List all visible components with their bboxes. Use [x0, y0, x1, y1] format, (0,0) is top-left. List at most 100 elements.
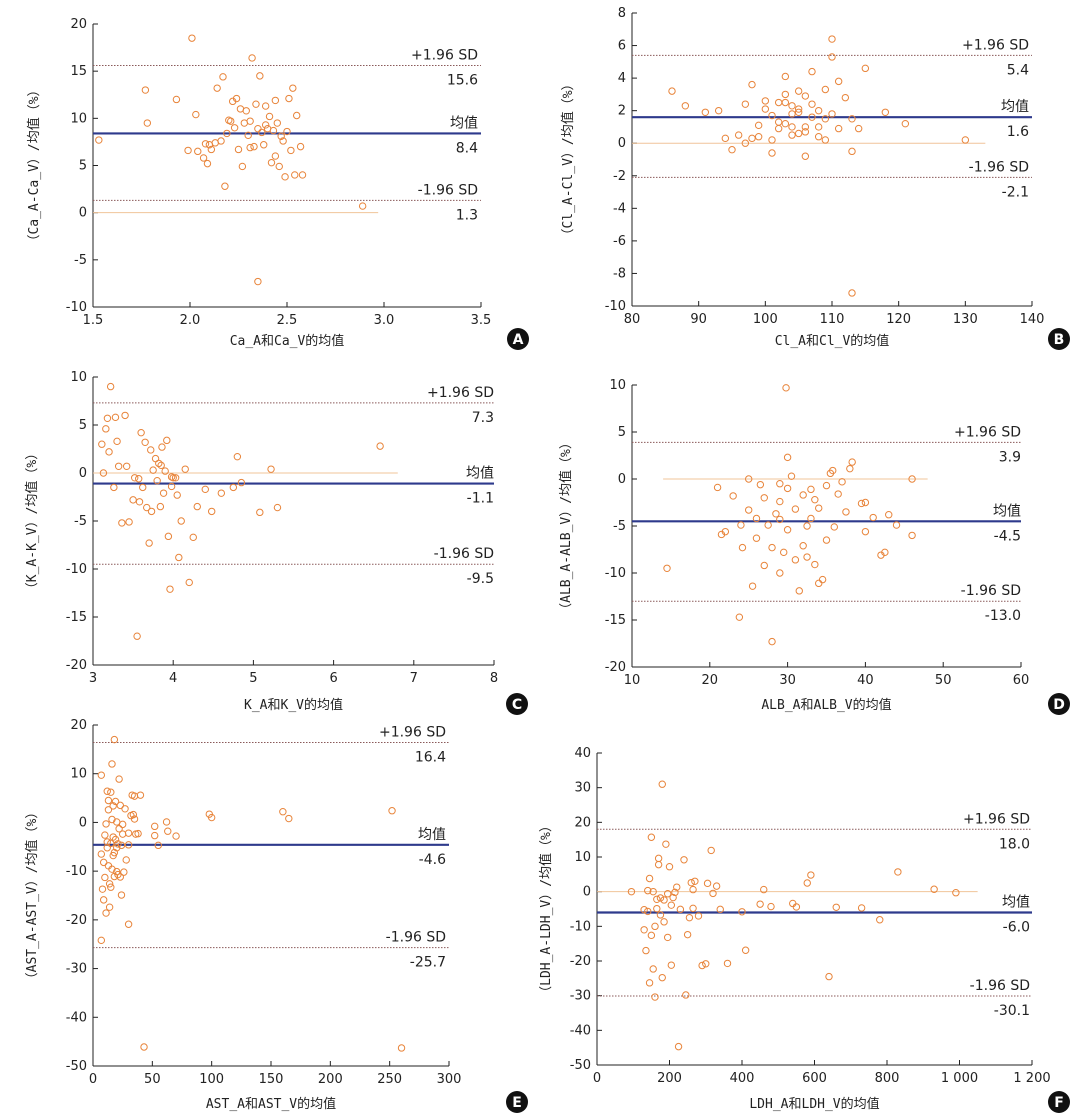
data-point [822, 536, 831, 544]
x-tick-label: 60 [1013, 673, 1030, 688]
data-point [232, 94, 241, 103]
data-point [803, 522, 811, 530]
data-point [821, 85, 830, 94]
data-point [213, 84, 221, 92]
data-point [110, 735, 119, 744]
data-point [687, 878, 695, 887]
lower-value-label: 1.3 [456, 207, 478, 223]
data-point [106, 382, 115, 391]
upper-line-label: +1.96 SD [954, 424, 1021, 440]
data-point [783, 526, 792, 534]
data-point [698, 961, 706, 970]
data-point [145, 539, 153, 547]
data-point [164, 827, 172, 835]
data-point [892, 521, 901, 529]
data-point [203, 159, 212, 168]
upper-line-label: +1.96 SD [963, 811, 1030, 827]
y-tick-label: 4 [618, 71, 626, 86]
data-point [167, 482, 176, 491]
data-point [789, 899, 797, 908]
data-point [654, 860, 663, 869]
x-tick-label: 130 [953, 312, 978, 327]
data-point [227, 117, 235, 125]
data-point [748, 80, 756, 89]
data-point [124, 829, 133, 837]
x-tick-label: 600 [802, 1071, 827, 1086]
data-point [147, 446, 155, 454]
mean-line-label: 均值 [466, 466, 494, 482]
data-point [748, 134, 756, 143]
data-point [748, 582, 757, 590]
data-point [252, 100, 260, 108]
data-point [703, 879, 712, 888]
data-point [768, 543, 776, 552]
x-tick-label: 150 [259, 1072, 284, 1087]
data-point [829, 466, 837, 475]
x-axis-title: K_A和K_V的均值 [244, 697, 343, 713]
data-point [663, 564, 671, 572]
x-tick-label: 6 [329, 671, 337, 686]
data-point [841, 93, 850, 102]
data-point [854, 124, 863, 133]
panel-badge [1048, 328, 1070, 350]
data-point [656, 894, 665, 902]
data-point [644, 886, 652, 895]
data-point [716, 905, 724, 914]
data-point [269, 126, 278, 135]
data-point [828, 110, 836, 118]
y-tick-label: -40 [66, 1010, 87, 1025]
y-tick-label: 5 [618, 425, 626, 440]
panel-a: -10 -5 0 5 10 15 20 1.5 2.0 2.5 3.0 3.5 +1.96 SD 15.6… [26, 17, 529, 350]
data-point [738, 543, 747, 552]
data-point [111, 835, 120, 844]
mean-value-label: -1.1 [467, 491, 494, 507]
data-point [230, 124, 239, 132]
y-tick-label: 0 [618, 136, 626, 151]
data-point [141, 86, 150, 94]
x-tick-label: 50 [144, 1072, 161, 1087]
x-tick-label: 40 [857, 673, 874, 688]
data-point [97, 771, 106, 779]
data-point [258, 128, 266, 137]
x-tick-label: 1.5 [83, 313, 104, 328]
data-point [101, 831, 109, 839]
data-point [234, 145, 243, 154]
data-point [701, 108, 710, 116]
data-point [233, 452, 242, 461]
data-point [901, 119, 910, 128]
data-point [116, 873, 124, 881]
y-axis-title: （ALB_A-ALB_V）/均值（%） [558, 436, 574, 616]
y-tick-label: -10 [605, 299, 626, 314]
data-point [185, 578, 193, 587]
data-point [97, 936, 106, 945]
data-point [794, 105, 803, 113]
data-point [721, 527, 730, 536]
data-point [801, 123, 810, 131]
data-point [277, 132, 285, 140]
y-tick-label: 15 [70, 64, 87, 79]
mean-line-label: 均值 [1002, 894, 1030, 910]
data-point [289, 84, 297, 92]
panel-d: -20 -15 -10 -5 0 5 10 10 20 30 40 50 60 +1.96 SD 3.9 均值… [558, 378, 1070, 715]
y-tick-label: 0 [583, 885, 591, 900]
data-point [756, 480, 765, 489]
y-axis-title: （K_A-K_V）/均值（%） [24, 447, 40, 595]
data-point [246, 117, 254, 125]
data-point [828, 53, 836, 61]
data-point [651, 922, 659, 931]
x-tick-label: 30 [779, 673, 796, 688]
y-tick-label: -5 [74, 514, 87, 529]
lower-line-label: -1.96 SD [970, 978, 1030, 994]
data-point [156, 502, 165, 511]
data-point [776, 480, 784, 488]
data-point [105, 880, 114, 888]
data-point [788, 102, 796, 110]
data-point [256, 72, 264, 80]
data-point [738, 908, 746, 916]
data-point [189, 533, 197, 542]
data-point [107, 883, 115, 891]
data-point [117, 841, 126, 850]
x-tick-label: 110 [820, 312, 845, 327]
data-point [261, 102, 270, 110]
